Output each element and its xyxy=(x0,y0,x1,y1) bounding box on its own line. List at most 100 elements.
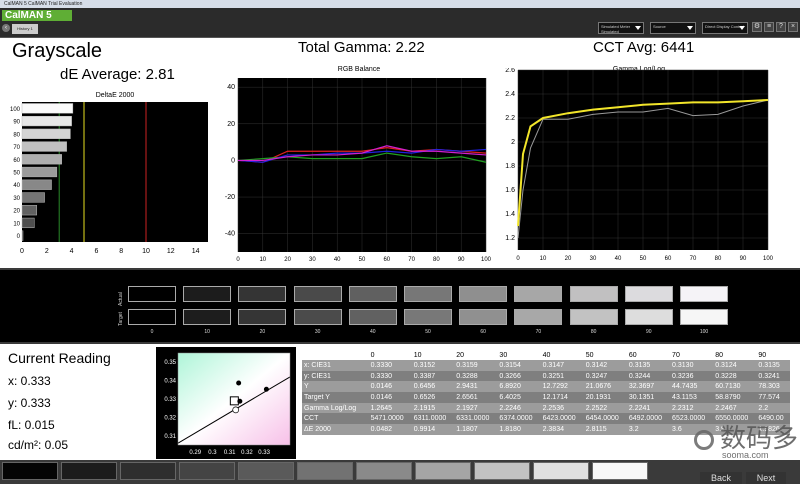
table-row: CCT 5471.0000 6311.0000 6331.0000 6374.0000 6… xyxy=(302,413,790,425)
swatch-target xyxy=(293,309,342,325)
patch-button[interactable] xyxy=(474,462,530,480)
table-column-header: 90 xyxy=(756,350,790,360)
gamma-series-line-1 xyxy=(517,99,769,227)
swatch-actual xyxy=(183,286,232,302)
deltae-bar xyxy=(21,115,72,127)
swatch-actual xyxy=(238,286,287,302)
table-cell: 6.8920 xyxy=(497,381,541,393)
table-cell: 6523.0000 xyxy=(670,413,714,425)
gamma-ytick: 1.2 xyxy=(505,235,515,242)
cie-xtick: 0.29 xyxy=(189,450,201,456)
patch-button[interactable] xyxy=(179,462,235,480)
swatch-target xyxy=(348,309,397,325)
table-cell: 30.1351 xyxy=(626,392,671,403)
table-cell: 12.1714 xyxy=(540,392,584,403)
next-button[interactable]: Next xyxy=(746,472,786,484)
deltae-bar xyxy=(21,128,71,139)
swatch-row-label-actual: Actual xyxy=(118,292,124,306)
deltae-bar xyxy=(21,103,74,114)
table-cell: 0.0146 xyxy=(368,392,412,403)
swatch-actual xyxy=(459,286,508,302)
table-row-label: Gamma Log/Log xyxy=(302,402,369,414)
patch-button[interactable] xyxy=(592,462,648,480)
deltae-ytick: 10 xyxy=(13,221,20,227)
table-cell: 2.6561 xyxy=(454,392,498,403)
help-icon[interactable]: ? xyxy=(776,22,786,32)
page-title: Grayscale xyxy=(12,40,103,62)
swatch-target xyxy=(183,309,232,325)
patch-button[interactable] xyxy=(356,462,412,480)
rgb-xtick: 100 xyxy=(481,257,492,263)
table-cell: 0.0146 xyxy=(368,381,412,393)
gamma-xtick: 90 xyxy=(740,256,747,262)
gamma-xtick: 30 xyxy=(590,256,597,262)
table-row-label: y: CIE31 xyxy=(302,370,369,382)
cie-current-point xyxy=(232,406,240,414)
table-row-label: ΔE 2000 xyxy=(302,424,369,435)
meter-dropdown[interactable]: Simulated Meter Simulated xyxy=(598,22,644,34)
de-average: dE Average: 2.81 xyxy=(60,66,175,83)
gamma-ytick: 2.2 xyxy=(505,115,515,122)
rgb-xtick: 90 xyxy=(458,257,465,263)
gear-icon[interactable]: ⚙ xyxy=(752,22,762,32)
tab-history[interactable]: History 1 xyxy=(12,24,38,34)
table-cell: 0.3228 xyxy=(713,370,757,382)
title-bar: CalMAN 5 CalMAN Trial Evaluation xyxy=(0,0,800,8)
close-icon[interactable]: × xyxy=(788,22,798,32)
swatch-label: 60 xyxy=(480,329,486,335)
calman-logo[interactable]: CalMAN 5 xyxy=(2,10,72,21)
display-control-dropdown[interactable]: Direct Display Control xyxy=(702,22,748,34)
table-cell: 6490.00 xyxy=(756,413,790,425)
cie-xtick: 0.32 xyxy=(241,450,253,456)
cie-xtick: 0.3 xyxy=(208,450,217,456)
deltae-bar xyxy=(21,154,62,165)
table-cell: 58.8790 xyxy=(713,392,757,403)
cie-ytick: 0.33 xyxy=(164,397,176,403)
deltae-chart-title: DeltaE 2000 xyxy=(95,92,135,99)
swatch-target xyxy=(624,309,673,325)
table-cell: 0.3236 xyxy=(670,370,714,382)
deltae-ytick: 90 xyxy=(13,120,20,126)
patch-button[interactable] xyxy=(415,462,471,480)
patch-button[interactable] xyxy=(297,462,353,480)
cie-frame xyxy=(177,352,291,446)
table-column-header xyxy=(302,350,369,360)
source-dropdown[interactable]: Source xyxy=(650,22,696,34)
table-cell: 0.3330 xyxy=(368,370,412,382)
gamma-chart: 2.6 2.4 2.2 2 1.8 1.6 1.4 1.2 0 10 20 30 40 50 60 70 80 9… xyxy=(505,68,774,262)
deltae-xtick: 14 xyxy=(192,248,200,255)
gamma-ytick: 1.4 xyxy=(505,211,515,218)
patch-button[interactable] xyxy=(533,462,589,480)
patch-button[interactable] xyxy=(61,462,117,480)
gamma-series-line-0 xyxy=(517,99,769,239)
watermark-logo: 数码多 sooma.com xyxy=(692,414,800,466)
gamma-xtick: 100 xyxy=(763,256,774,262)
table-cell: 6311.0000 xyxy=(411,413,455,425)
table-column-header: 10 xyxy=(411,350,455,360)
watermark-sub: sooma.com xyxy=(722,450,769,460)
table-column-header: 60 xyxy=(626,350,671,360)
cie-ytick: 0.31 xyxy=(164,434,176,440)
table-cell: 0.3154 xyxy=(497,360,541,371)
cie-ytick: 0.34 xyxy=(164,379,176,385)
patch-button[interactable] xyxy=(238,462,294,480)
table-cell: 1.9826 xyxy=(756,424,790,435)
cct-average: CCT Avg: 6441 xyxy=(593,39,695,56)
cie-measured-point xyxy=(236,380,242,386)
settings-icon[interactable]: ≡ xyxy=(764,22,774,32)
table-row-label: x: CIE31 xyxy=(302,360,369,371)
swatch-target xyxy=(238,309,287,325)
total-gamma: Total Gamma: 2.22 xyxy=(298,39,425,56)
rgb-ytick: 40 xyxy=(227,84,235,91)
patch-button[interactable] xyxy=(120,462,176,480)
table-cell: 0.3147 xyxy=(540,360,584,371)
back-button[interactable]: Back xyxy=(700,472,742,484)
table-column-header: 70 xyxy=(670,350,714,360)
patch-button[interactable] xyxy=(2,462,58,480)
gamma-xtick: 0 xyxy=(516,256,520,262)
table-cell: 0.3266 xyxy=(497,370,541,382)
table-cell: 2.8115 xyxy=(583,424,627,435)
swatch-label: 0 xyxy=(150,329,154,335)
table-cell: 2.9431 xyxy=(454,381,498,393)
back-arrow-icon[interactable]: ‹ xyxy=(2,24,10,32)
